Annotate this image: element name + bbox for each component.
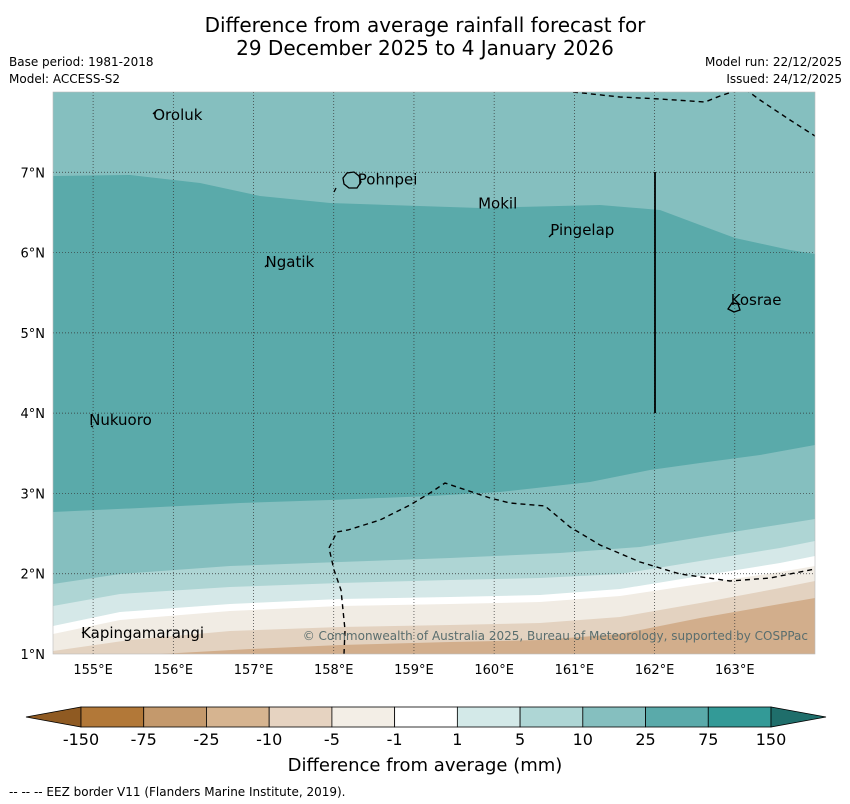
lat-tick-label: 7°N <box>21 166 46 181</box>
colorbar-swatch <box>80 706 145 728</box>
place-label-pohnpei: Pohnpei <box>358 170 418 188</box>
nukuoro-atoll <box>90 425 94 428</box>
colorbar-tick-label: -150 <box>63 730 99 749</box>
lon-tick-label: 156°E <box>154 663 194 678</box>
graticule: 155°E 156°E 157°E 158°E 159°E 160°E 161°E 162°E… <box>21 92 815 678</box>
island-shapes <box>81 111 741 634</box>
kapingamarangi-atoll <box>81 631 85 634</box>
pohnpei-island <box>342 171 362 189</box>
lon-tick-label: 157°E <box>234 663 274 678</box>
copyright-notice: © Commonwealth of Australia 2025, Bureau… <box>303 629 808 643</box>
colorbar: -150 -75 -25 -10 -5 -1 1 5 10 25 75 150 <box>25 706 827 749</box>
lon-tick-label: 158°E <box>314 663 354 678</box>
band-25-75 <box>53 175 815 512</box>
meta-right: Model run: 22/12/2025 Issued: 24/12/2025 <box>705 54 842 88</box>
colorbar-swatch <box>206 706 270 728</box>
pingelap-atoll <box>548 233 553 238</box>
colorbar-tick-label: -10 <box>256 730 282 749</box>
colorbar-tick-label: -75 <box>131 730 157 749</box>
map-frame <box>52 91 816 655</box>
colorbar-swatch <box>394 706 458 728</box>
colorbar-tick-label: -5 <box>324 730 340 749</box>
title-line-1: Difference from average rainfall forecas… <box>204 13 646 37</box>
lon-tick-label: 163°E <box>715 663 755 678</box>
kosrae-island <box>727 302 741 313</box>
place-label-nukuoro: Nukuoro <box>89 411 152 429</box>
colorbar-swatch <box>143 706 207 728</box>
lon-tick-label: 162°E <box>635 663 675 678</box>
title-line-2: 29 December 2025 to 4 January 2026 <box>236 36 614 60</box>
colorbar-tick-label: -1 <box>387 730 403 749</box>
model-name: Model: ACCESS-S2 <box>9 72 121 86</box>
colorbar-extend-high <box>770 706 827 728</box>
oroluk-atoll <box>152 111 156 115</box>
colorbar-swatch <box>268 706 333 728</box>
place-label-oroluk: Oroluk <box>153 106 202 124</box>
colorbar-swatch <box>707 706 772 728</box>
eez-footer-note: -- -- -- EEZ border V11 (Flanders Marine… <box>9 785 346 799</box>
lon-tick-label: 155°E <box>73 663 113 678</box>
colorbar-swatch <box>519 706 584 728</box>
place-label-mokil: Mokil <box>478 194 517 212</box>
ngatik-atoll <box>264 264 268 268</box>
place-label-pingelap: Pingelap <box>550 221 614 239</box>
colorbar-tick-label: 1 <box>452 730 462 749</box>
colorbar-tick-label: 25 <box>635 730 655 749</box>
eez-border-south <box>328 482 815 654</box>
pohnpei-reef <box>333 187 337 193</box>
eez-border-top <box>572 92 735 103</box>
colorbar-tick-label: 5 <box>515 730 525 749</box>
colorbar-swatch <box>582 706 646 728</box>
colorbar-tick-label: 150 <box>756 730 787 749</box>
place-labels: Oroluk Pohnpei Mokil Pingelap Ngatik Kosrae Nu… <box>81 106 781 642</box>
colorbar-swatch <box>645 706 709 728</box>
lat-tick-label: 5°N <box>21 327 46 342</box>
lat-tick-label: 3°N <box>21 487 46 502</box>
lon-tick-label: 159°E <box>394 663 434 678</box>
meta-left: Base period: 1981-2018 Model: ACCESS-S2 <box>9 54 154 88</box>
colorbar-title: Difference from average (mm) <box>287 755 563 776</box>
colorbar-tick-label: 75 <box>698 730 718 749</box>
lat-tick-label: 4°N <box>21 407 46 422</box>
lat-tick-label: 6°N <box>21 247 46 262</box>
lat-tick-label: 1°N <box>21 648 46 663</box>
lon-tick-label: 160°E <box>474 663 514 678</box>
rainfall-contours <box>53 92 815 654</box>
colorbar-tick-label: -25 <box>193 730 219 749</box>
issued-date: Issued: 24/12/2025 <box>726 72 842 86</box>
lon-tick-label: 161°E <box>555 663 595 678</box>
colorbar-swatch <box>456 706 521 728</box>
colorbar-extend-low <box>25 706 82 728</box>
model-run: Model run: 22/12/2025 <box>704 55 842 69</box>
place-label-ngatik: Ngatik <box>266 253 315 271</box>
place-label-kosrae: Kosrae <box>731 291 782 309</box>
base-period: Base period: 1981-2018 <box>9 55 154 69</box>
eez-border-right <box>747 92 815 137</box>
place-label-kapingamarangi: Kapingamarangi <box>81 624 204 642</box>
lat-tick-label: 2°N <box>21 568 46 583</box>
eez-borders <box>328 92 815 654</box>
band-minus25-minus10 <box>160 598 815 654</box>
colorbar-tick-label: 10 <box>573 730 593 749</box>
colorbar-swatch <box>331 706 396 728</box>
